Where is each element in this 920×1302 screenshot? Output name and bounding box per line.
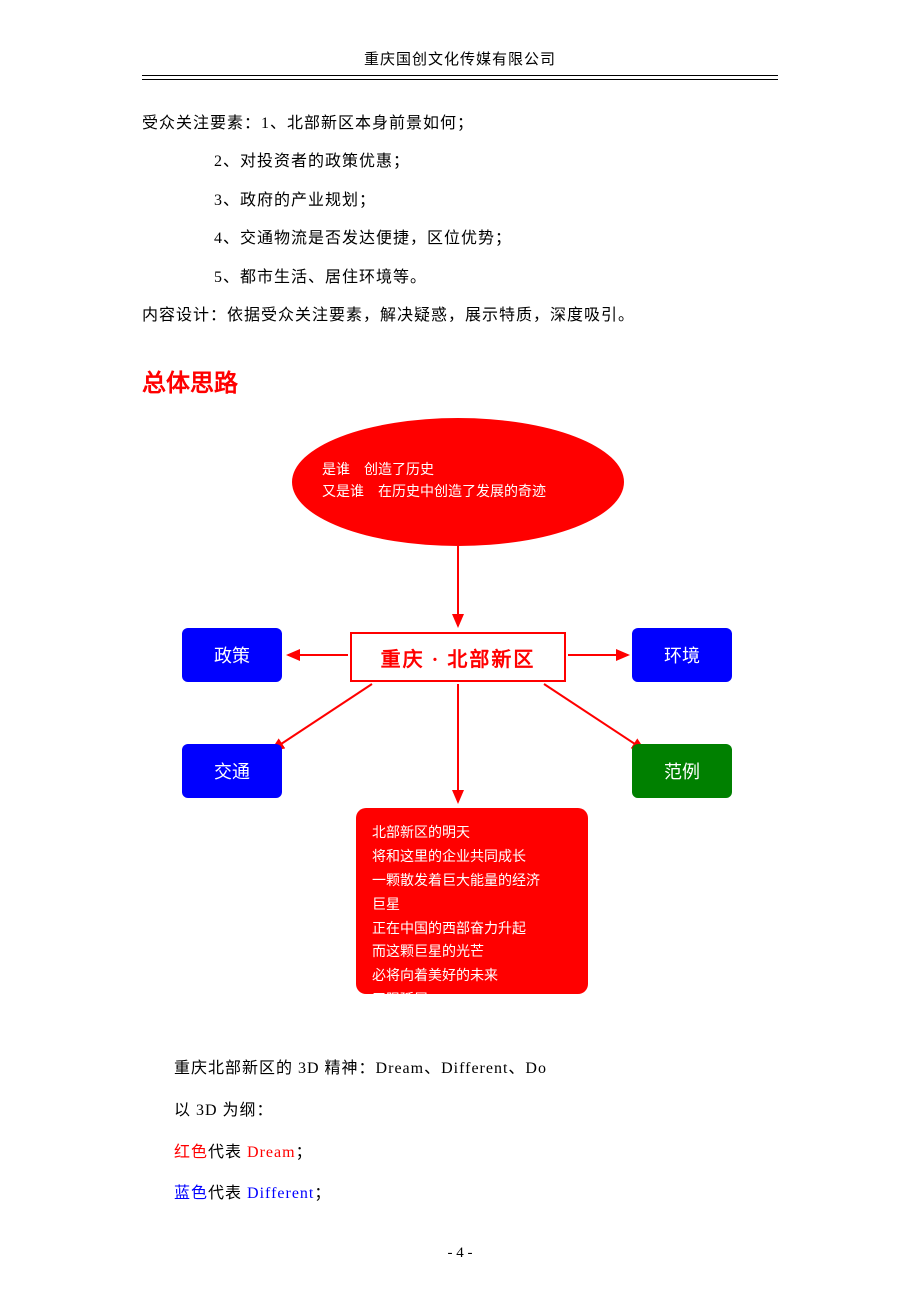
footnote-4: 蓝色代表 Different；: [142, 1173, 778, 1215]
footnote-3: 红色代表 Dream；: [142, 1132, 778, 1174]
page-number: - 4 -: [0, 1245, 920, 1262]
footnote-4-different: Different: [247, 1185, 314, 1202]
footnote-4-blue: 蓝色: [174, 1185, 208, 1202]
attention-item-2: 2、对投资者的政策优惠；: [142, 143, 778, 181]
top-line-1: 是谁 创造了历史: [322, 460, 594, 482]
attention-line-1: 受众关注要素：1、北部新区本身前景如何；: [142, 105, 778, 143]
diagram-node-bottom: 北部新区的明天将和这里的企业共同成长一颗散发着巨大能量的经济巨星正在中国的西部奋…: [356, 808, 588, 994]
bottom-line: 将和这里的企业共同成长: [372, 846, 572, 870]
diagram-node-example: 范例: [632, 744, 732, 798]
attention-item-5: 5、都市生活、居住环境等。: [142, 259, 778, 297]
footnote-2: 以 3D 为纲：: [142, 1090, 778, 1132]
content-area: 受众关注要素：1、北部新区本身前景如何； 2、对投资者的政策优惠； 3、政府的产…: [142, 105, 778, 1215]
bottom-line: 巨星: [372, 894, 572, 918]
bottom-line: 必将向着美好的未来: [372, 965, 572, 989]
attention-prefix: 受众关注要素：: [142, 115, 261, 132]
bottom-line: 正在中国的西部奋力升起: [372, 918, 572, 942]
attention-item-1: 1、北部新区本身前景如何；: [261, 115, 474, 132]
flowchart-diagram: 是谁 创造了历史 又是谁 在历史中创造了发展的奇迹 重庆 · 北部新区 政策 环…: [142, 418, 778, 1038]
footnote-3-end: ；: [296, 1144, 313, 1161]
footnote-4-mid: 代表: [208, 1185, 247, 1202]
bottom-line: 一颗散发着巨大能量的经济: [372, 870, 572, 894]
section-title: 总体思路: [142, 363, 778, 398]
page-header-company: 重庆国创文化传媒有限公司: [0, 48, 920, 80]
diagram-node-policy: 政策: [182, 628, 282, 682]
attention-item-3: 3、政府的产业规划；: [142, 182, 778, 220]
content-design-line: 内容设计：依据受众关注要素，解决疑惑，展示特质，深度吸引。: [142, 297, 778, 335]
bottom-line: 北部新区的明天: [372, 822, 572, 846]
diagram-node-environment: 环境: [632, 628, 732, 682]
footnote-1: 重庆北部新区的 3D 精神：Dream、Different、Do: [142, 1048, 778, 1090]
footnote-3-dream: Dream: [247, 1144, 296, 1161]
footnote-4-end: ；: [314, 1185, 331, 1202]
attention-item-4: 4、交通物流是否发达便捷，区位优势；: [142, 220, 778, 258]
footnote-3-red: 红色: [174, 1144, 208, 1161]
footnote-3-mid: 代表: [208, 1144, 247, 1161]
diagram-node-traffic: 交通: [182, 744, 282, 798]
diagram-node-top-ellipse: 是谁 创造了历史 又是谁 在历史中创造了发展的奇迹: [292, 418, 624, 546]
diagram-node-center: 重庆 · 北部新区: [350, 632, 566, 682]
bottom-line: 无限延展: [372, 989, 572, 1013]
footnotes: 重庆北部新区的 3D 精神：Dream、Different、Do 以 3D 为纲…: [142, 1048, 778, 1214]
top-line-2: 又是谁 在历史中创造了发展的奇迹: [322, 482, 594, 504]
bottom-line: 而这颗巨星的光芒: [372, 941, 572, 965]
